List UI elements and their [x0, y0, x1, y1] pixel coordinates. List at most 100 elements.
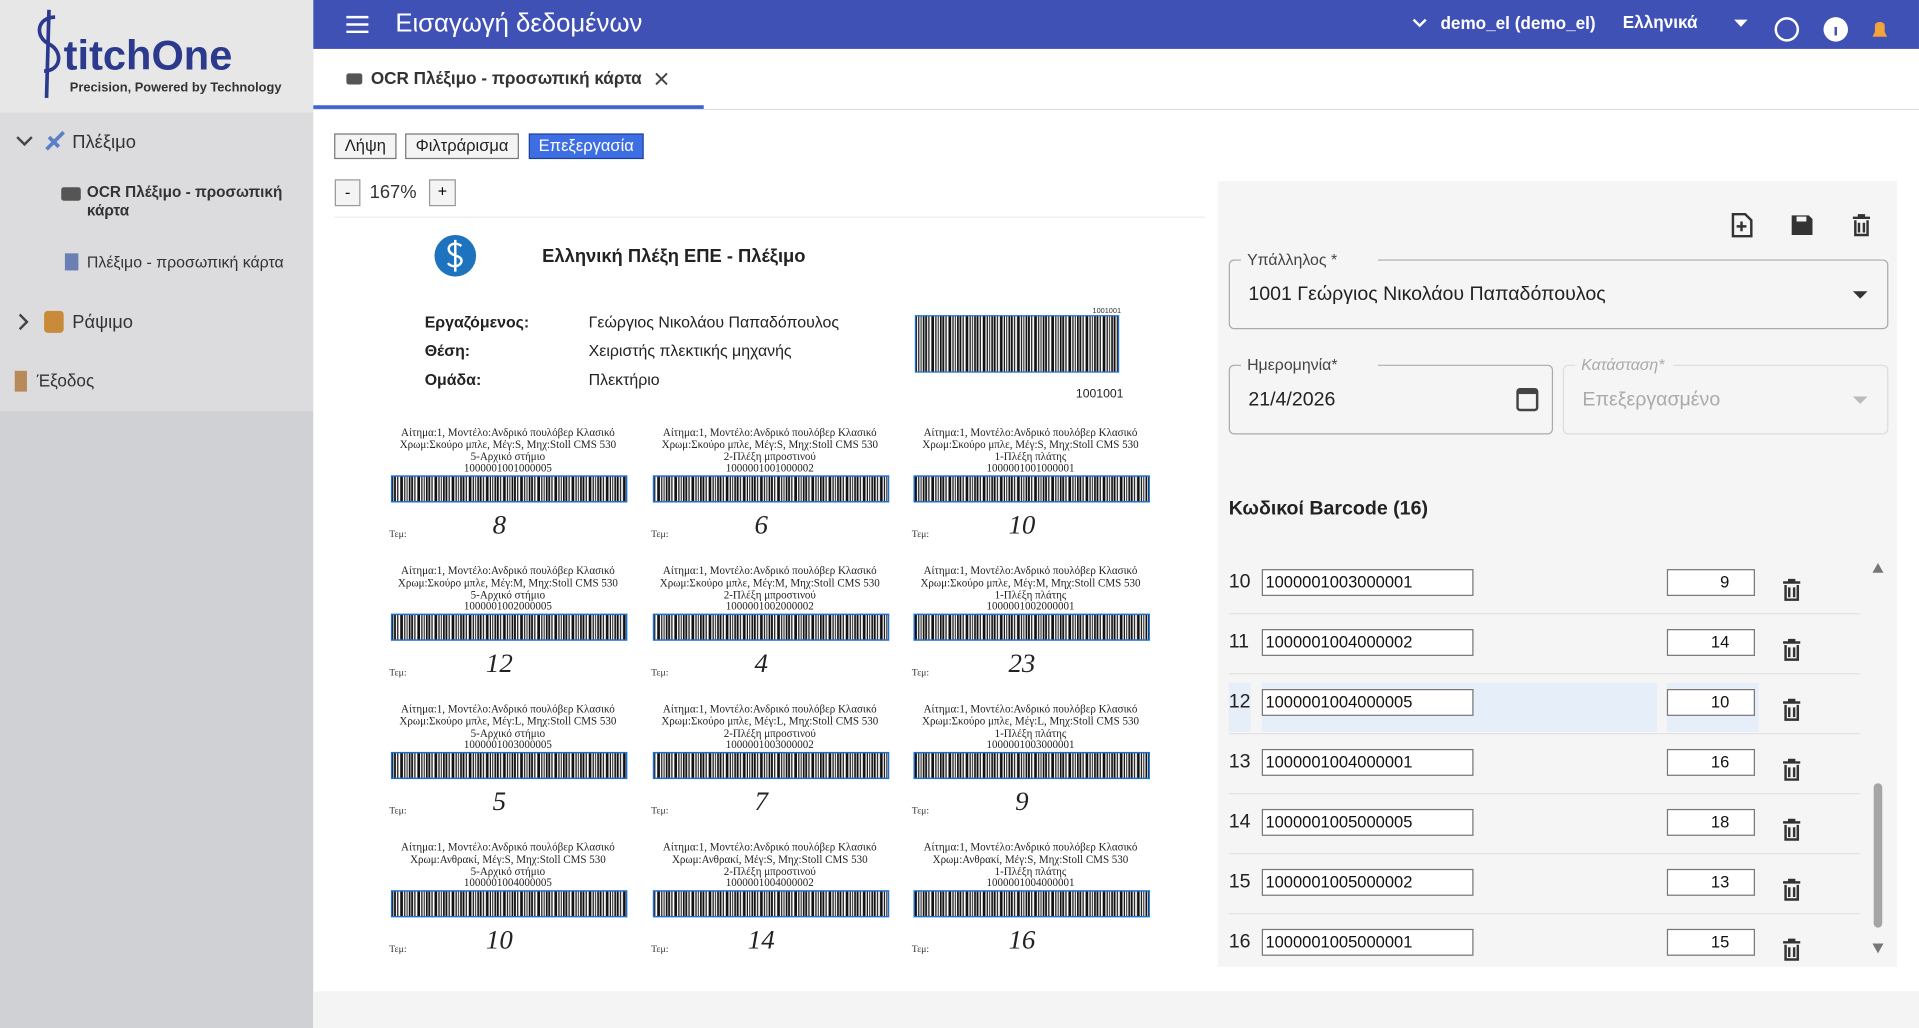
- delete-button[interactable]: [1783, 698, 1801, 721]
- mode-label[interactable]: Επεξεργασία: [539, 136, 635, 155]
- card-field-value: Πλεκτήριο: [589, 372, 660, 389]
- nav-item[interactable]: Ράψιμο: [72, 311, 133, 332]
- nav-item[interactable]: Έξοδος: [36, 370, 94, 390]
- qty-label: Τεμ:: [912, 944, 929, 955]
- language-select[interactable]: Ελληνικά: [1623, 12, 1698, 32]
- code-input[interactable]: [1261, 569, 1474, 596]
- mode-label[interactable]: Φιλτράρισμα: [416, 136, 509, 155]
- tab-label[interactable]: OCR Πλέξιμο - προσωπική κάρτα: [371, 68, 642, 88]
- user-chevron[interactable]: [1412, 18, 1427, 28]
- label-line: Χρωμ:Σκούρο μπλε, Μέγ:L, Μηχ:Stoll CMS 5…: [922, 716, 1139, 728]
- info-glyph: [1834, 26, 1837, 36]
- qty-input[interactable]: [1666, 689, 1755, 716]
- field-value: Επεξεργασμένο: [1582, 388, 1720, 410]
- code-input[interactable]: [1261, 629, 1474, 656]
- delete-button[interactable]: [1783, 578, 1801, 601]
- delete-button[interactable]: [1783, 878, 1801, 901]
- code-input[interactable]: [1261, 868, 1474, 896]
- help-icon[interactable]: [1774, 17, 1800, 42]
- field-label: Κατάσταση*: [1581, 357, 1665, 374]
- code-input[interactable]: [1261, 808, 1474, 836]
- label-line: Χρωμ:Σκούρο μπλε, Μέγ:M, Μηχ:Stoll CMS 5…: [398, 577, 619, 589]
- nav-item[interactable]: Πλέξιμο: [72, 131, 136, 152]
- bell-icon[interactable]: [1872, 22, 1888, 37]
- code-input[interactable]: [1261, 689, 1474, 716]
- scroll-thumb[interactable]: [1873, 783, 1883, 928]
- new-button[interactable]: [1731, 212, 1753, 238]
- label-barcode: [652, 890, 890, 918]
- qty-input[interactable]: [1666, 569, 1755, 596]
- qty-input[interactable]: [1666, 808, 1755, 836]
- code-value[interactable]: 1000001004000002: [1265, 632, 1412, 651]
- zoom-out-button[interactable]: [334, 179, 361, 207]
- code-value[interactable]: 1000001005000002: [1265, 872, 1412, 891]
- user-menu[interactable]: demo_el (demo_el): [1440, 13, 1595, 33]
- qty-value[interactable]: 15: [1711, 932, 1729, 951]
- qty-input[interactable]: [1666, 868, 1755, 896]
- scroll-up[interactable]: [1872, 562, 1884, 573]
- label-line: Αίτημα:1, Μοντέλο:Ανδρικό πουλόβερ Κλασι…: [401, 427, 615, 439]
- label-line: Χρωμ:Σκούρο μπλε, Μέγ:M, Μηχ:Stoll CMS 5…: [660, 577, 881, 589]
- menu-button[interactable]: [346, 15, 369, 34]
- mode-label[interactable]: Λήψη: [345, 136, 386, 155]
- sew-icon: [44, 310, 64, 333]
- qty-value[interactable]: 18: [1711, 812, 1729, 831]
- handwritten-qty: 10: [486, 925, 513, 955]
- mode-button[interactable]: [528, 133, 644, 160]
- expand-icon[interactable]: [16, 136, 33, 147]
- code-input[interactable]: [1261, 748, 1474, 776]
- qty-value[interactable]: 10: [1711, 692, 1729, 711]
- mode-button[interactable]: [334, 133, 397, 160]
- tab-close[interactable]: [655, 72, 668, 86]
- employee-field[interactable]: [1228, 259, 1889, 330]
- code-input[interactable]: [1261, 928, 1474, 956]
- field-label: Ημερομηνία*: [1247, 357, 1337, 374]
- handwritten-qty: 23: [1008, 648, 1035, 678]
- code-value[interactable]: 1000001005000005: [1265, 812, 1412, 831]
- qty-input[interactable]: [1666, 928, 1755, 956]
- scroll-down[interactable]: [1872, 943, 1884, 954]
- collapse-icon[interactable]: [18, 313, 29, 331]
- qty-label: Τεμ:: [389, 667, 406, 678]
- field-value[interactable]: 1001 Γεώργιος Νικολάου Παπαδόπουλος: [1248, 283, 1605, 305]
- label-gap: [1240, 357, 1379, 373]
- delete-button[interactable]: [1783, 938, 1801, 961]
- qty-value[interactable]: 9: [1720, 573, 1729, 592]
- label-gap: [1575, 357, 1673, 373]
- code-value[interactable]: 1000001005000001: [1265, 932, 1412, 951]
- code-value[interactable]: 1000001004000001: [1265, 752, 1412, 771]
- handwritten-qty: 4: [755, 648, 768, 678]
- code-value[interactable]: 1000001003000001: [1265, 573, 1412, 592]
- piece-label: Αίτημα:1, Μοντέλο:Ανδρικό πουλόβερ Κλασι…: [651, 703, 890, 817]
- qty-value[interactable]: 14: [1711, 632, 1729, 651]
- qty-value[interactable]: 16: [1711, 752, 1729, 771]
- qty-input[interactable]: [1666, 748, 1755, 776]
- delete-button[interactable]: [1783, 638, 1801, 661]
- row-index: 12: [1229, 691, 1251, 713]
- label-barcode: [913, 475, 1150, 503]
- language-arrow[interactable]: [1734, 19, 1748, 27]
- qty-input[interactable]: [1666, 629, 1755, 656]
- qty-value[interactable]: 13: [1711, 872, 1729, 891]
- row-index: 14: [1229, 811, 1251, 833]
- code-value[interactable]: 1000001004000005: [1265, 692, 1412, 711]
- label-code: 1000001004000002: [726, 877, 814, 889]
- delete-button[interactable]: [1783, 758, 1801, 781]
- nav-item[interactable]: OCR Πλέξιμο - προσωπική κάρτα: [86, 183, 283, 220]
- label-code: 1000001004000005: [464, 877, 553, 889]
- zoom-in[interactable]: +: [438, 183, 447, 200]
- zoom-in-button[interactable]: [428, 179, 456, 207]
- barcodes-title: Κωδικοί Barcode (16): [1229, 497, 1428, 519]
- mode-button[interactable]: [405, 133, 519, 160]
- date-field[interactable]: [1228, 364, 1554, 435]
- nav-item[interactable]: Πλέξιμο - προσωπική κάρτα: [87, 254, 284, 271]
- delete-button[interactable]: [1783, 818, 1801, 841]
- zoom-out[interactable]: -: [345, 185, 350, 202]
- dropdown-arrow[interactable]: [1852, 291, 1868, 299]
- row-highlight: [1228, 682, 1251, 732]
- piece-label: Αίτημα:1, Μοντέλο:Ανδρικό πουλόβερ Κλασι…: [389, 565, 628, 678]
- field-value[interactable]: 21/4/2026: [1248, 388, 1335, 410]
- label-barcode: [652, 475, 890, 503]
- delete-button[interactable]: [1852, 214, 1871, 237]
